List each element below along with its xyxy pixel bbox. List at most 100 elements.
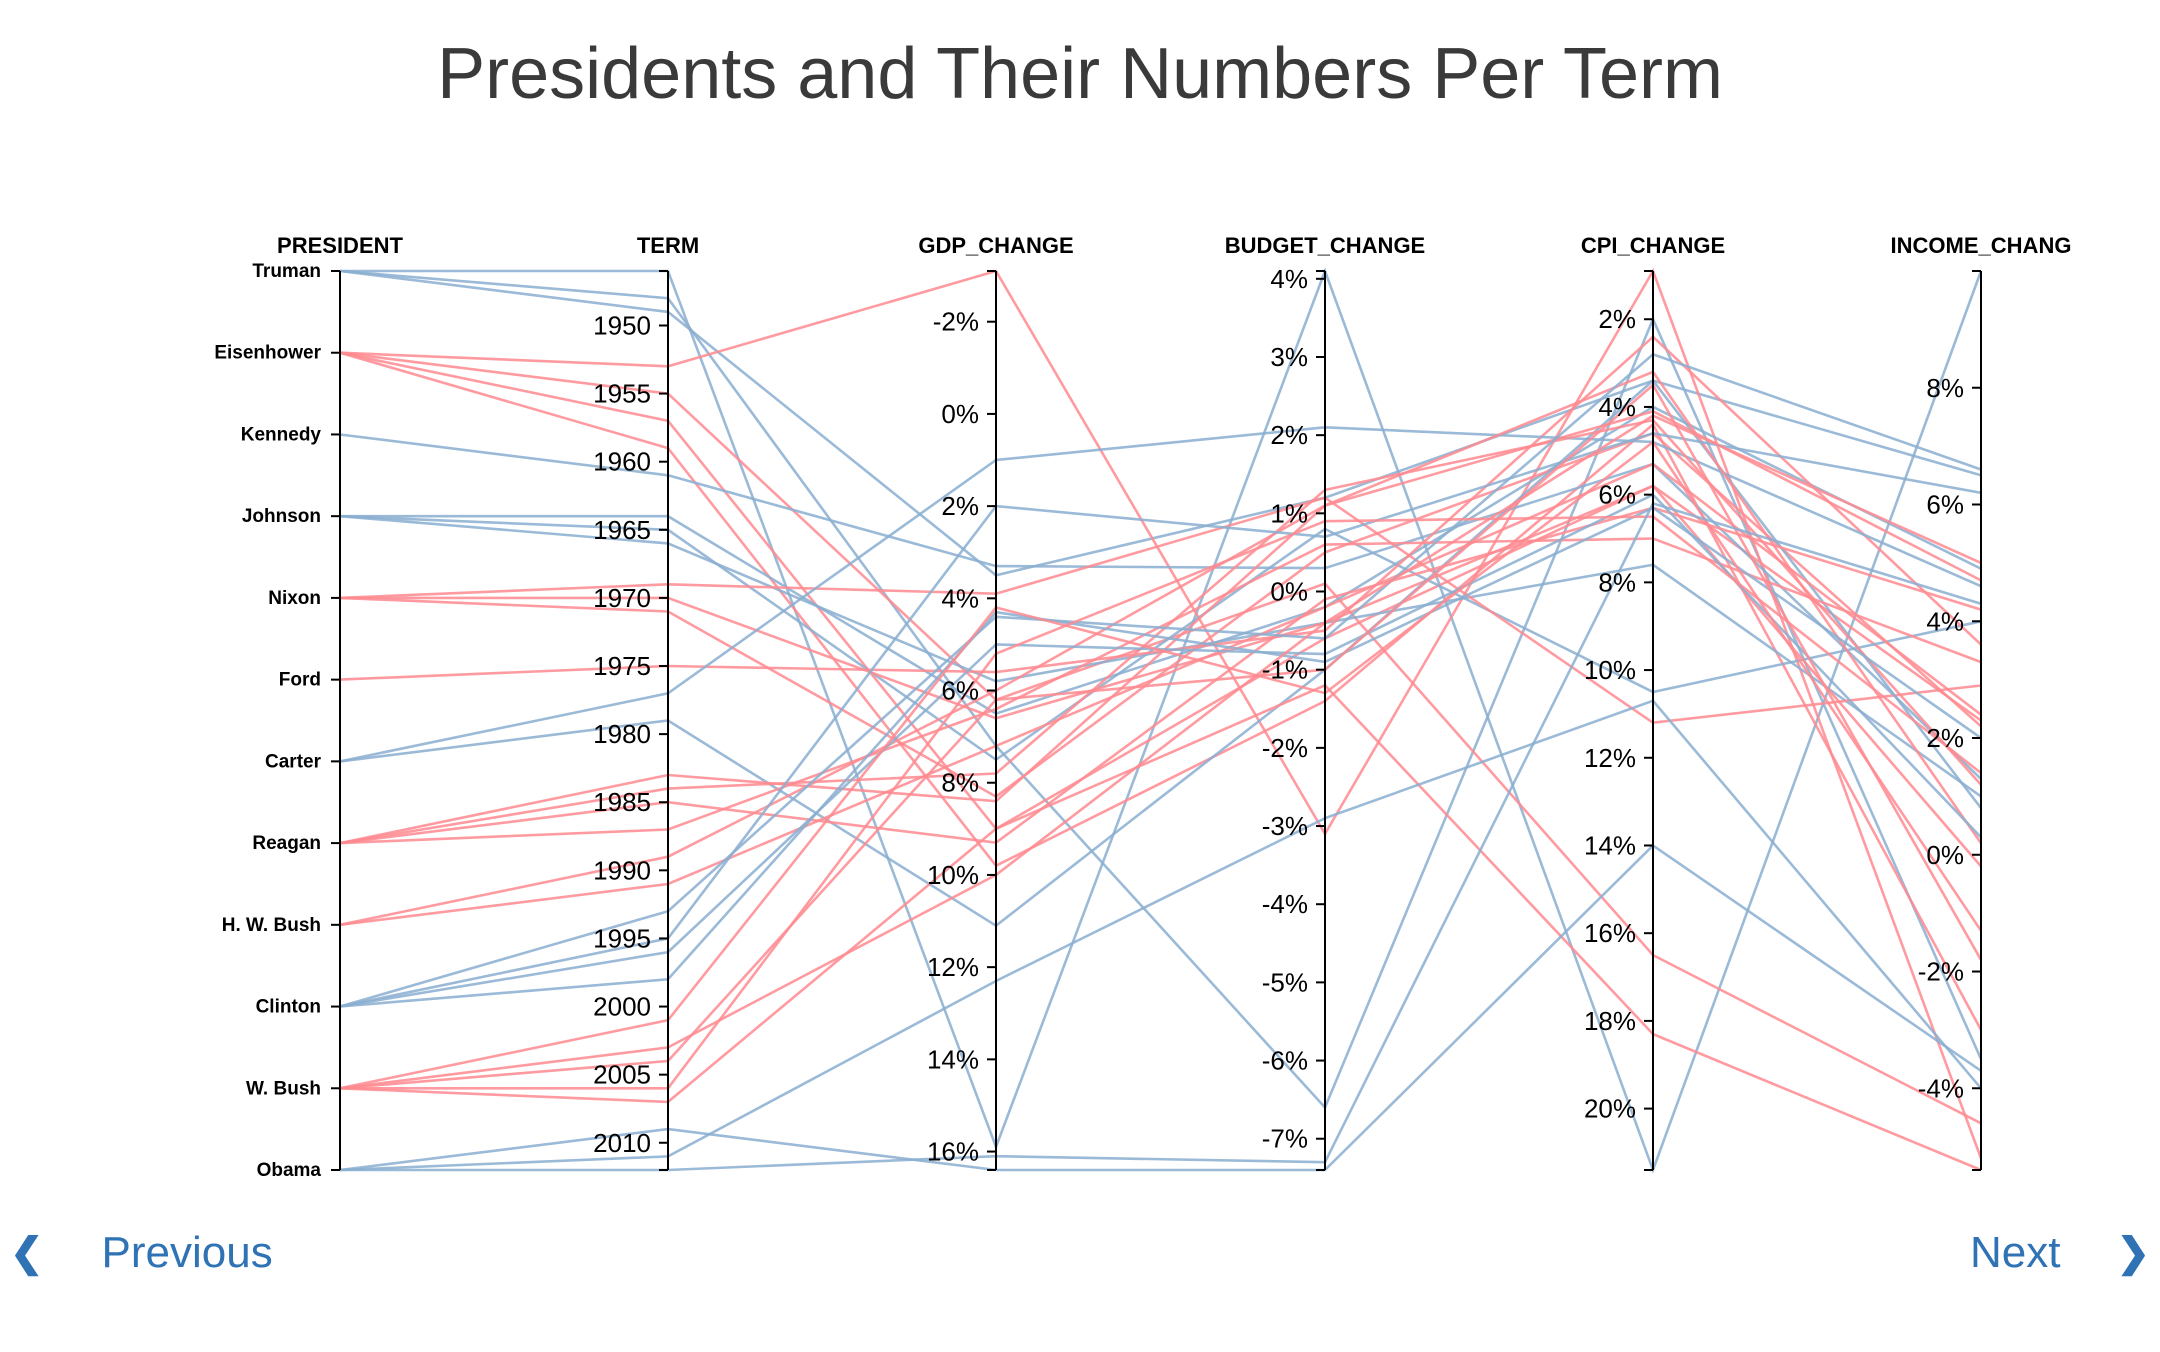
tick-label: 1% [1270, 498, 1308, 528]
axis-gdp_change: GDP_CHANGE -2% 0% 2% 4% 6% 8% 10% 12% 14% 16% [918, 233, 1074, 1171]
tick-label: 2000 [593, 992, 651, 1022]
tick-label: -2% [1918, 957, 1964, 987]
tick-label: 4% [1598, 392, 1636, 422]
tick-label: 16% [927, 1137, 979, 1167]
president-label: Reagan [252, 833, 321, 854]
axis-title: TERM [637, 233, 699, 258]
tick-label: 4% [1270, 264, 1308, 294]
series-line-truman-1949 [339, 269, 1982, 577]
tick-label: -3% [1262, 811, 1308, 841]
tick-label: 2% [941, 491, 979, 521]
tick-label: 12% [1584, 743, 1636, 773]
president-label: Carter [265, 751, 322, 772]
tick-label: 2005 [593, 1060, 651, 1090]
tick-label: 16% [1584, 918, 1636, 948]
tick-label: 1965 [593, 515, 651, 545]
axis-title: BUDGET_CHANGE [1225, 233, 1425, 258]
tick-label: 1960 [593, 447, 651, 477]
tick-label: 18% [1584, 1006, 1636, 1036]
previous-button[interactable]: ❮ Previous [10, 1228, 273, 1278]
series-lines [339, 267, 1983, 1174]
tick-label: 8% [1598, 567, 1636, 597]
tick-label: 6% [1598, 480, 1636, 510]
series-line-clinton-1998 [339, 506, 1982, 1008]
tick-label: -2% [1262, 733, 1308, 763]
tick-label: 1970 [593, 583, 651, 613]
series-line-nixon-1970 [340, 484, 1982, 868]
tick-label: 1985 [593, 787, 651, 817]
tick-label: -1% [1262, 655, 1308, 685]
series-line-obama-2011 [339, 699, 1982, 1172]
tick-label: 2010 [593, 1128, 651, 1158]
president-label: Ford [279, 670, 321, 691]
series-line-obama-2012 [340, 501, 1982, 1172]
series-line-carter-1977 [339, 425, 1982, 763]
series-line-truman-1946 [340, 267, 1983, 1174]
axes: PRESIDENT Truman Eisenhower Kennedy Johnson N… [214, 233, 2071, 1181]
tick-label: -4% [1262, 889, 1308, 919]
president-label: Clinton [256, 997, 321, 1018]
axis-title: PRESIDENT [277, 233, 403, 258]
tick-label: 12% [927, 952, 979, 982]
tick-label: 0% [1270, 577, 1308, 607]
tick-label: 4% [1926, 606, 1964, 636]
series-line-johnson-1966 [339, 514, 1982, 798]
tick-label: -7% [1262, 1124, 1308, 1154]
series-line-eisenhower-1953 [339, 267, 1983, 1159]
tick-label: 6% [941, 676, 979, 706]
series-line-obama-2009 [339, 843, 1982, 1172]
series-line-w-bush-2003 [339, 414, 1982, 1090]
series-line-reagan-1983 [339, 370, 1983, 845]
tick-label: 1990 [593, 855, 651, 885]
tick-label: 8% [1926, 373, 1964, 403]
series-line-eisenhower-1955 [339, 351, 1982, 1125]
president-label: Johnson [242, 506, 321, 527]
tick-label: 4% [941, 583, 979, 613]
axis-budget_change: BUDGET_CHANGE 4% 3% 2% 1% 0% -1% -2% -3% -4% -5% -6… [1225, 233, 1425, 1171]
tick-label: -4% [1918, 1073, 1964, 1103]
axis-title: INCOME_CHANG [1891, 233, 2072, 258]
series-line-clinton-1996 [339, 493, 1982, 1008]
president-label: Nixon [268, 588, 321, 609]
tick-label: 0% [941, 399, 979, 429]
tick-label: 14% [1584, 830, 1636, 860]
president-label: H. W. Bush [222, 915, 321, 936]
axis-president: PRESIDENT Truman Eisenhower Kennedy Johnson N… [214, 233, 403, 1181]
tick-label: 2% [1926, 723, 1964, 753]
tick-label: 8% [941, 768, 979, 798]
next-label: Next [1970, 1228, 2061, 1277]
tick-label: 14% [927, 1044, 979, 1074]
axis-title: GDP_CHANGE [918, 233, 1073, 258]
series-line-w-bush-2001 [339, 440, 1983, 1090]
tick-label: 3% [1270, 342, 1308, 372]
president-label: Kennedy [241, 424, 322, 445]
president-label: Eisenhower [214, 343, 321, 364]
tick-label: 2% [1270, 420, 1308, 450]
tick-label: 1975 [593, 651, 651, 681]
tick-label: 20% [1584, 1094, 1636, 1124]
president-label: Truman [252, 261, 321, 282]
previous-label: Previous [101, 1228, 273, 1277]
tick-label: 10% [927, 860, 979, 890]
axis-term: TERM 1950 1955 1960 1965 1970 1975 1980 1985 1990… [593, 233, 699, 1171]
axis-income_change: INCOME_CHANG 8% 6% 4% 2% 0% -2% -4% [1891, 233, 2072, 1171]
series-line-w-bush-2006 [340, 515, 1982, 1090]
series-line-reagan-1984 [339, 418, 1982, 845]
tick-label: 10% [1584, 655, 1636, 685]
series-line-clinton-1993 [339, 352, 1982, 1008]
chevron-left-icon: ❮ [10, 1231, 44, 1275]
series-line-h-w-bush-1991 [339, 462, 1982, 927]
chart-title: Presidents and Their Numbers Per Term [437, 34, 1723, 114]
tick-label: -2% [933, 307, 979, 337]
series-line-johnson-1965 [339, 514, 1982, 762]
tick-label: 1950 [593, 310, 651, 340]
series-line-w-bush-2007 [339, 683, 1982, 1172]
series-line-clinton-1995 [339, 431, 1982, 1008]
series-line-truman-1948 [339, 269, 1983, 1110]
chevron-right-icon: ❯ [2116, 1231, 2150, 1275]
next-button[interactable]: Next ❯ [1970, 1228, 2150, 1278]
tick-label: -5% [1262, 967, 1308, 997]
tick-label: 6% [1926, 490, 1964, 520]
tick-label: 2% [1598, 304, 1636, 334]
